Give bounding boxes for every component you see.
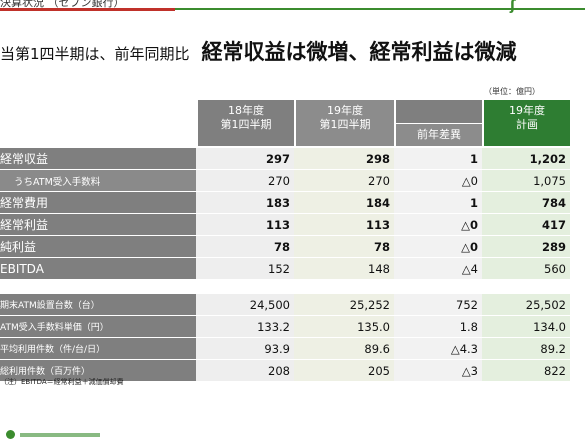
financial-table: 経常収益 297 298 1 1,202 うちATM受入手数料 270 270 △0 1,075 経… [0,148,570,280]
cell-fy19: 270 [294,169,394,192]
cell-fy18: 183 [196,191,294,214]
cell-fy18: 208 [196,359,294,382]
cell-plan: 560 [482,257,570,280]
table-row: 経常費用 183 184 1 784 [0,191,570,214]
cell-plan: 134.0 [482,315,570,338]
cell-fy18: 152 [196,257,294,280]
cell-fy19: 113 [294,213,394,236]
cell-diff: 1 [394,148,482,170]
table-row: うちATM受入手数料 270 270 △0 1,075 [0,169,570,192]
top-bar: 決算状況 （セブン銀行） ʃ [0,0,585,14]
cell-diff: 1 [394,191,482,214]
cell-plan: 417 [482,213,570,236]
cell-fy18: 93.9 [196,337,294,360]
row-label: 期末ATM設置台数（台） [0,294,196,316]
cell-diff: 1.8 [394,315,482,338]
footnote: （注）EBITDA＝経常利益＋減価償却費 [0,378,124,386]
table-row: 平均利用件数（件/台/日） 93.9 89.6 △4.3 89.2 [0,337,570,360]
cell-diff: △0 [394,169,482,192]
table-row: 経常利益 113 113 △0 417 [0,213,570,236]
table-row: 期末ATM設置台数（台） 24,500 25,252 752 25,502 [0,294,570,316]
cell-diff: 752 [394,294,482,316]
row-label: 純利益 [0,235,196,258]
cell-fy19: 205 [294,359,394,382]
header-plan-line2: 計画 [516,118,538,131]
cell-fy18: 297 [196,148,294,170]
cell-fy18: 113 [196,213,294,236]
row-label: EBITDA [0,257,196,280]
header-fy18-line1: 18年度 [228,104,264,117]
row-label: 総利用件数（百万件） [0,359,196,382]
headline-main: 経常収益は微増、経常利益は微減 [201,40,517,64]
accent-line-green [175,8,585,10]
breadcrumb: 決算状況 （セブン銀行） [0,0,125,9]
unit-note: （単位：億円） [484,87,540,96]
accent-line-red [0,8,175,11]
cell-plan: 1,075 [482,169,570,192]
header-fy18-line2: 第1四半期 [220,118,272,131]
cell-fy18: 133.2 [196,315,294,338]
cell-fy19: 184 [294,191,394,214]
footer-logo-icon [6,430,101,439]
table-row: 総利用件数（百万件） 208 205 △3 822 [0,359,570,382]
cell-fy19: 25,252 [294,294,394,316]
row-label: ATM受入手数料単価（円） [0,315,196,338]
cell-diff: △4.3 [394,337,482,360]
cell-fy18: 78 [196,235,294,258]
cell-plan: 822 [482,359,570,382]
cell-fy18: 24,500 [196,294,294,316]
row-label: 経常収益 [0,148,196,170]
cell-plan: 25,502 [482,294,570,316]
table-row: 経常収益 297 298 1 1,202 [0,148,570,170]
cell-plan: 784 [482,191,570,214]
cell-fy19: 78 [294,235,394,258]
cell-diff: △0 [394,213,482,236]
table-row: ATM受入手数料単価（円） 133.2 135.0 1.8 134.0 [0,315,570,338]
brand-logo-icon: ʃ [510,0,516,14]
cell-plan: 89.2 [482,337,570,360]
cell-fy19: 148 [294,257,394,280]
cell-plan: 289 [482,235,570,258]
cell-fy19: 135.0 [294,315,394,338]
cell-fy19: 89.6 [294,337,394,360]
header-plan-line1: 19年度 [509,104,545,117]
headline: 当第1四半期は、前年同期比 経常収益は微増、経常利益は微減 [0,36,585,66]
header-diff-label: 前年差異 [417,128,461,141]
row-label: 経常費用 [0,191,196,214]
header-fy19: 19年度 第1四半期 [296,100,394,146]
cell-fy18: 270 [196,169,294,192]
table-row: EBITDA 152 148 △4 560 [0,257,570,280]
cell-diff: △3 [394,359,482,382]
row-label: 経常利益 [0,213,196,236]
cell-fy19: 298 [294,148,394,170]
table-row: 純利益 78 78 △0 289 [0,235,570,258]
header-fy18: 18年度 第1四半期 [198,100,294,146]
row-label: 平均利用件数（件/台/日） [0,337,196,360]
header-fy19-line1: 19年度 [327,104,363,117]
cell-plan: 1,202 [482,148,570,170]
header-fy19-line2: 第1四半期 [319,118,371,131]
cell-diff: △0 [394,235,482,258]
header-diff: 前年差異 [396,124,482,146]
kpi-table: 期末ATM設置台数（台） 24,500 25,252 752 25,502 ATM受入手数… [0,294,570,382]
row-label: うちATM受入手数料 [0,169,196,192]
header-diff-top [396,100,482,123]
header-plan: 19年度 計画 [484,100,570,146]
cell-diff: △4 [394,257,482,280]
headline-sub: 当第1四半期は、前年同期比 [0,45,190,63]
